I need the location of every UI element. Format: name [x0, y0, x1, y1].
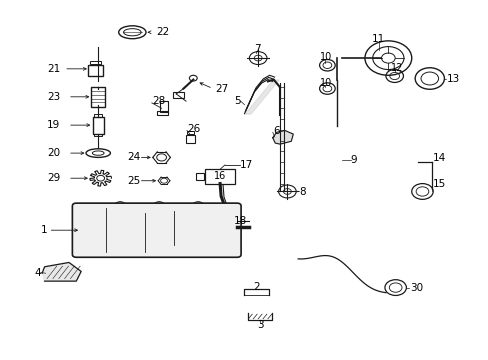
Text: 30: 30: [409, 283, 423, 293]
Text: 20: 20: [47, 148, 60, 158]
Text: 28: 28: [152, 96, 165, 106]
Text: 11: 11: [371, 34, 385, 44]
Bar: [160, 102, 167, 112]
Bar: [93, 117, 103, 134]
Text: 10: 10: [320, 52, 332, 62]
Bar: [173, 92, 183, 98]
Text: 22: 22: [156, 27, 169, 37]
Text: 10: 10: [320, 78, 332, 88]
Text: 29: 29: [47, 173, 60, 183]
Circle shape: [192, 202, 203, 210]
Text: 21: 21: [47, 64, 60, 74]
Bar: [196, 173, 203, 180]
Circle shape: [153, 202, 164, 210]
Polygon shape: [76, 206, 237, 255]
Text: 27: 27: [215, 84, 228, 94]
Text: 16: 16: [214, 171, 226, 181]
Bar: [91, 87, 105, 107]
Polygon shape: [272, 131, 293, 144]
Text: 14: 14: [432, 153, 446, 163]
Text: 15: 15: [432, 179, 446, 189]
Text: 8: 8: [299, 187, 305, 197]
FancyBboxPatch shape: [72, 203, 241, 257]
Text: 17: 17: [239, 160, 252, 170]
Text: 24: 24: [127, 152, 141, 162]
Text: 1: 1: [41, 225, 47, 235]
Text: 5: 5: [233, 96, 240, 106]
Bar: [88, 65, 103, 76]
Bar: [90, 61, 101, 64]
Bar: [204, 169, 235, 184]
Bar: [157, 111, 167, 115]
Text: 3: 3: [256, 320, 263, 330]
Text: 9: 9: [350, 155, 357, 165]
Text: 7: 7: [254, 44, 260, 54]
Bar: [94, 134, 102, 136]
Text: 19: 19: [47, 120, 60, 130]
Bar: [187, 131, 194, 134]
Bar: [94, 114, 102, 117]
Circle shape: [114, 202, 126, 210]
Bar: [186, 135, 195, 143]
Text: 2: 2: [253, 282, 260, 292]
Text: 18: 18: [233, 216, 246, 226]
Text: 23: 23: [47, 92, 60, 102]
Text: 12: 12: [390, 63, 402, 73]
Circle shape: [113, 218, 137, 235]
Text: 13: 13: [446, 73, 459, 84]
Text: 6: 6: [272, 126, 279, 135]
Text: 4: 4: [34, 267, 41, 278]
Text: 25: 25: [127, 176, 141, 186]
Text: 26: 26: [186, 124, 200, 134]
Polygon shape: [42, 262, 81, 281]
